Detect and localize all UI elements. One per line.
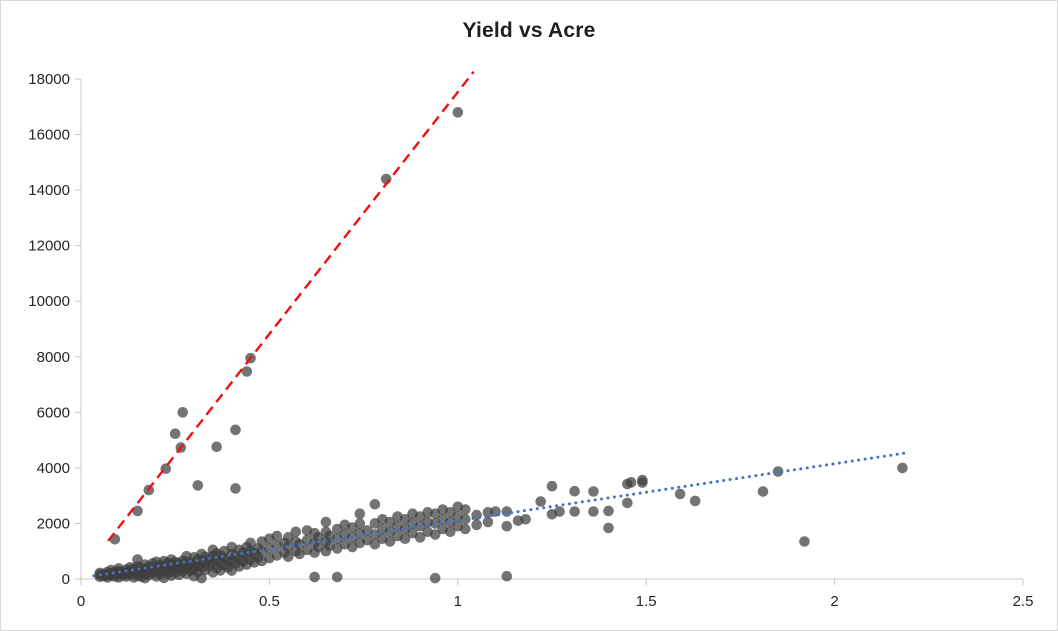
y-tick-label[interactable]: 2000: [37, 515, 70, 532]
data-point[interactable]: [452, 107, 464, 118]
data-point[interactable]: [674, 488, 686, 500]
x-tick-label[interactable]: 0: [77, 593, 85, 610]
data-point[interactable]: [460, 504, 471, 515]
scatter-points-series[interactable]: [94, 107, 908, 584]
data-point[interactable]: [245, 537, 256, 549]
y-axis-tick-labels[interactable]: 0 2000 4000 6000 8000 10000 12000 14000 16000 180…: [28, 71, 70, 588]
data-point[interactable]: [444, 526, 456, 538]
data-point[interactable]: [211, 441, 222, 453]
data-point[interactable]: [241, 366, 253, 377]
data-point[interactable]: [603, 522, 614, 534]
data-point[interactable]: [897, 462, 908, 474]
data-point[interactable]: [501, 520, 513, 532]
x-tick-label[interactable]: 2.5: [1013, 593, 1034, 610]
data-point[interactable]: [471, 519, 482, 531]
data-point[interactable]: [132, 554, 143, 565]
data-point[interactable]: [588, 486, 599, 497]
data-point[interactable]: [501, 570, 513, 582]
y-tick-label[interactable]: 6000: [37, 404, 70, 421]
data-point[interactable]: [637, 474, 648, 486]
data-point[interactable]: [320, 516, 332, 528]
data-point[interactable]: [588, 506, 599, 517]
axes[interactable]: [75, 78, 1024, 585]
data-point[interactable]: [399, 533, 411, 545]
data-point[interactable]: [625, 477, 637, 488]
data-point[interactable]: [757, 486, 769, 497]
data-point[interactable]: [230, 483, 241, 494]
data-point[interactable]: [192, 480, 204, 491]
data-point[interactable]: [132, 505, 143, 517]
x-tick-label[interactable]: 1: [454, 593, 462, 610]
data-point[interactable]: [282, 551, 294, 563]
data-point[interactable]: [290, 526, 302, 538]
data-point[interactable]: [799, 536, 810, 547]
data-point[interactable]: [384, 536, 396, 547]
x-tick-label[interactable]: 2: [830, 593, 838, 610]
data-point[interactable]: [230, 424, 241, 436]
y-tick-label[interactable]: 18000: [28, 71, 70, 88]
trendlines[interactable]: [92, 71, 908, 578]
data-point[interactable]: [271, 530, 283, 542]
chart-title[interactable]: Yield vs Acre: [462, 19, 596, 42]
data-point[interactable]: [501, 506, 513, 517]
x-tick-label[interactable]: 1.5: [636, 593, 657, 610]
data-point[interactable]: [177, 407, 189, 418]
data-point[interactable]: [331, 571, 343, 583]
y-tick-label[interactable]: 12000: [28, 238, 70, 255]
data-point[interactable]: [520, 513, 531, 525]
data-point[interactable]: [196, 572, 207, 584]
data-point[interactable]: [429, 529, 441, 540]
data-point[interactable]: [369, 538, 381, 550]
trendline-steep-red-dashed[interactable]: [107, 71, 475, 542]
y-tick-label[interactable]: 16000: [28, 127, 70, 144]
data-point[interactable]: [569, 506, 580, 517]
y-tick-label[interactable]: 14000: [28, 182, 70, 199]
data-point[interactable]: [569, 485, 580, 497]
data-point[interactable]: [309, 571, 320, 583]
data-point[interactable]: [622, 497, 633, 509]
data-point[interactable]: [689, 495, 701, 507]
x-axis-tick-labels[interactable]: 0 0.5 1 1.5 2 2.5: [77, 593, 1034, 610]
y-tick-label[interactable]: 4000: [37, 460, 70, 477]
y-tick-label[interactable]: 8000: [37, 349, 70, 366]
y-tick-label[interactable]: 10000: [28, 293, 70, 310]
data-point[interactable]: [169, 428, 181, 440]
data-point[interactable]: [603, 505, 614, 517]
data-point[interactable]: [546, 480, 558, 492]
data-point[interactable]: [535, 496, 546, 507]
x-tick-label[interactable]: 0.5: [259, 593, 280, 610]
data-point[interactable]: [460, 523, 471, 535]
data-point[interactable]: [354, 518, 366, 529]
data-point[interactable]: [369, 498, 381, 510]
data-point[interactable]: [554, 506, 565, 517]
trendline-fit-blue-dotted[interactable]: [92, 451, 908, 578]
data-point[interactable]: [354, 508, 366, 520]
data-point[interactable]: [414, 532, 426, 543]
data-point[interactable]: [482, 516, 494, 528]
data-point[interactable]: [429, 572, 441, 584]
y-tick-label[interactable]: 0: [62, 571, 70, 588]
